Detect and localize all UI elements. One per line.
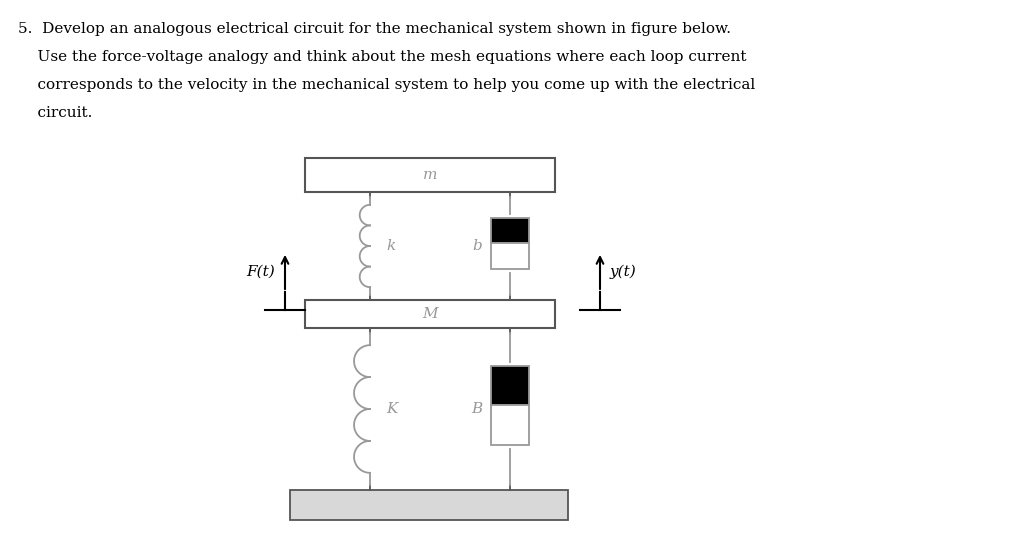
Text: Use the force-voltage analogy and think about the mesh equations where each loop: Use the force-voltage analogy and think …: [18, 50, 746, 64]
Bar: [490, 243, 529, 269]
Text: b: b: [472, 239, 482, 253]
Text: circuit.: circuit.: [18, 106, 92, 120]
Text: y(t): y(t): [610, 265, 637, 279]
Text: B: B: [471, 402, 482, 416]
Bar: [305, 158, 555, 192]
Bar: [305, 300, 555, 328]
Bar: [490, 405, 529, 445]
Text: corresponds to the velocity in the mechanical system to help you come up with th: corresponds to the velocity in the mecha…: [18, 78, 756, 92]
Text: k: k: [386, 239, 395, 253]
Bar: [490, 218, 529, 243]
Bar: [490, 366, 529, 405]
Text: M: M: [422, 307, 438, 321]
Text: K: K: [386, 402, 397, 416]
Text: m: m: [423, 168, 437, 182]
Text: 5.  Develop an analogous electrical circuit for the mechanical system shown in f: 5. Develop an analogous electrical circu…: [18, 22, 731, 36]
Text: F(t): F(t): [246, 265, 275, 279]
Bar: [290, 490, 568, 520]
